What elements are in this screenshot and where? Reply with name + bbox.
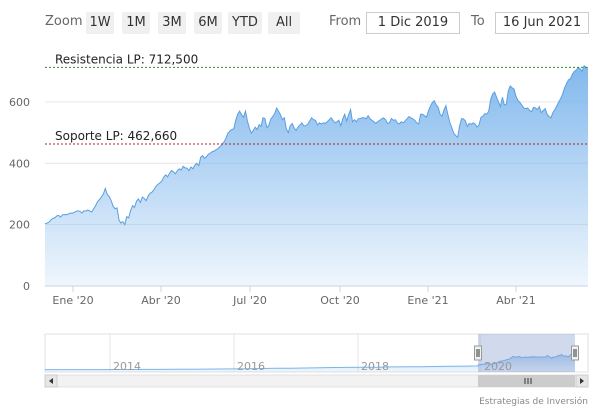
x-tick-label: Oct '20 — [320, 294, 360, 307]
annotation-label: Soporte LP: 462,660 — [55, 129, 177, 143]
price-line — [44, 64, 588, 226]
navigator[interactable]: 2014 2016 2018 2020 — [44, 333, 589, 388]
x-tick-label: Abr '21 — [496, 294, 536, 307]
x-tick-label: Abr '20 — [141, 294, 181, 307]
credits: Estrategias de Inversión — [479, 397, 588, 407]
x-tick-label: Ene '20 — [52, 294, 93, 307]
navigator-line — [44, 352, 576, 371]
y-tick-label: 0 — [23, 280, 30, 293]
zoom-1w-button[interactable]: 1W — [86, 12, 114, 34]
zoom-ytd-button[interactable]: YTD — [228, 12, 262, 34]
from-date-input[interactable]: 1 Dic 2019 — [366, 12, 460, 34]
scroll-right-arrow-icon — [580, 378, 584, 384]
navigator-year-label: 2014 — [113, 360, 141, 373]
navigator-handle[interactable] — [474, 345, 482, 361]
zoom-3m-button[interactable]: 3M — [158, 12, 186, 34]
scroll-left-arrow-icon — [49, 378, 53, 384]
from-label: From — [329, 14, 362, 29]
navigator-selection[interactable] — [478, 334, 575, 372]
x-axis: Ene '20 Abr '20 Jul '20 Oct '20 Ene '21 Abr '… — [45, 285, 588, 307]
navigator-year-label: 2018 — [361, 360, 389, 373]
y-axis: 0 200 400 600 — [9, 96, 30, 293]
y-tick-label: 600 — [9, 96, 30, 109]
x-tick-label: Jul '20 — [232, 294, 267, 307]
annotation-label: Resistencia LP: 712,500 — [55, 52, 198, 66]
navigator-year-label: 2016 — [237, 360, 265, 373]
zoom-all-button[interactable]: All — [268, 12, 300, 34]
price-area — [45, 65, 588, 286]
zoom-6m-button[interactable]: 6M — [194, 12, 222, 34]
navigator-area — [45, 352, 575, 372]
scrollbar-thumb[interactable] — [478, 375, 575, 387]
annotations: Resistencia LP: 712,500 Soporte LP: 462,6… — [45, 52, 588, 145]
zoom-1m-button[interactable]: 1M — [122, 12, 150, 34]
to-date-input[interactable]: 16 Jun 2021 — [495, 12, 589, 34]
x-tick-label: Ene '21 — [407, 294, 448, 307]
zoom-label: Zoom — [45, 14, 83, 29]
y-tick-label: 400 — [9, 157, 30, 170]
navigator-handle[interactable] — [571, 345, 579, 361]
to-label: To — [471, 14, 485, 29]
y-tick-label: 200 — [9, 219, 30, 232]
navigator-year-label: 2020 — [484, 360, 512, 373]
